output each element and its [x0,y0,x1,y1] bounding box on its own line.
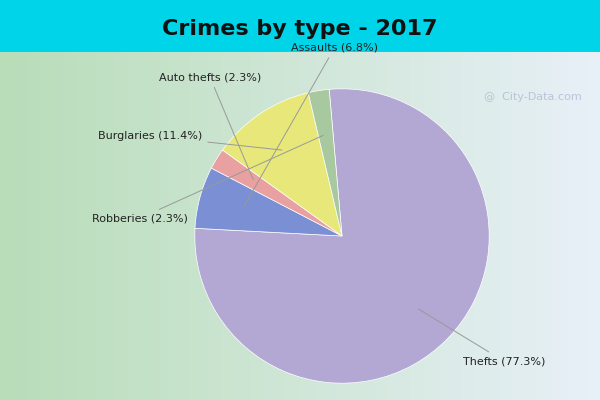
Text: @  City-Data.com: @ City-Data.com [484,92,582,102]
Text: Assaults (6.8%): Assaults (6.8%) [244,42,378,206]
Text: Robberies (2.3%): Robberies (2.3%) [92,136,323,223]
Wedge shape [211,150,342,236]
Wedge shape [308,89,342,236]
Text: Auto thefts (2.3%): Auto thefts (2.3%) [159,72,261,180]
Text: Burglaries (11.4%): Burglaries (11.4%) [98,131,282,150]
Wedge shape [195,168,342,236]
Text: Crimes by type - 2017: Crimes by type - 2017 [162,18,438,39]
Wedge shape [223,93,342,236]
Wedge shape [195,89,489,383]
Text: Thefts (77.3%): Thefts (77.3%) [418,309,545,366]
